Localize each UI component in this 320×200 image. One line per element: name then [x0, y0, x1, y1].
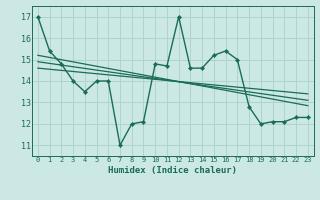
- X-axis label: Humidex (Indice chaleur): Humidex (Indice chaleur): [108, 166, 237, 175]
